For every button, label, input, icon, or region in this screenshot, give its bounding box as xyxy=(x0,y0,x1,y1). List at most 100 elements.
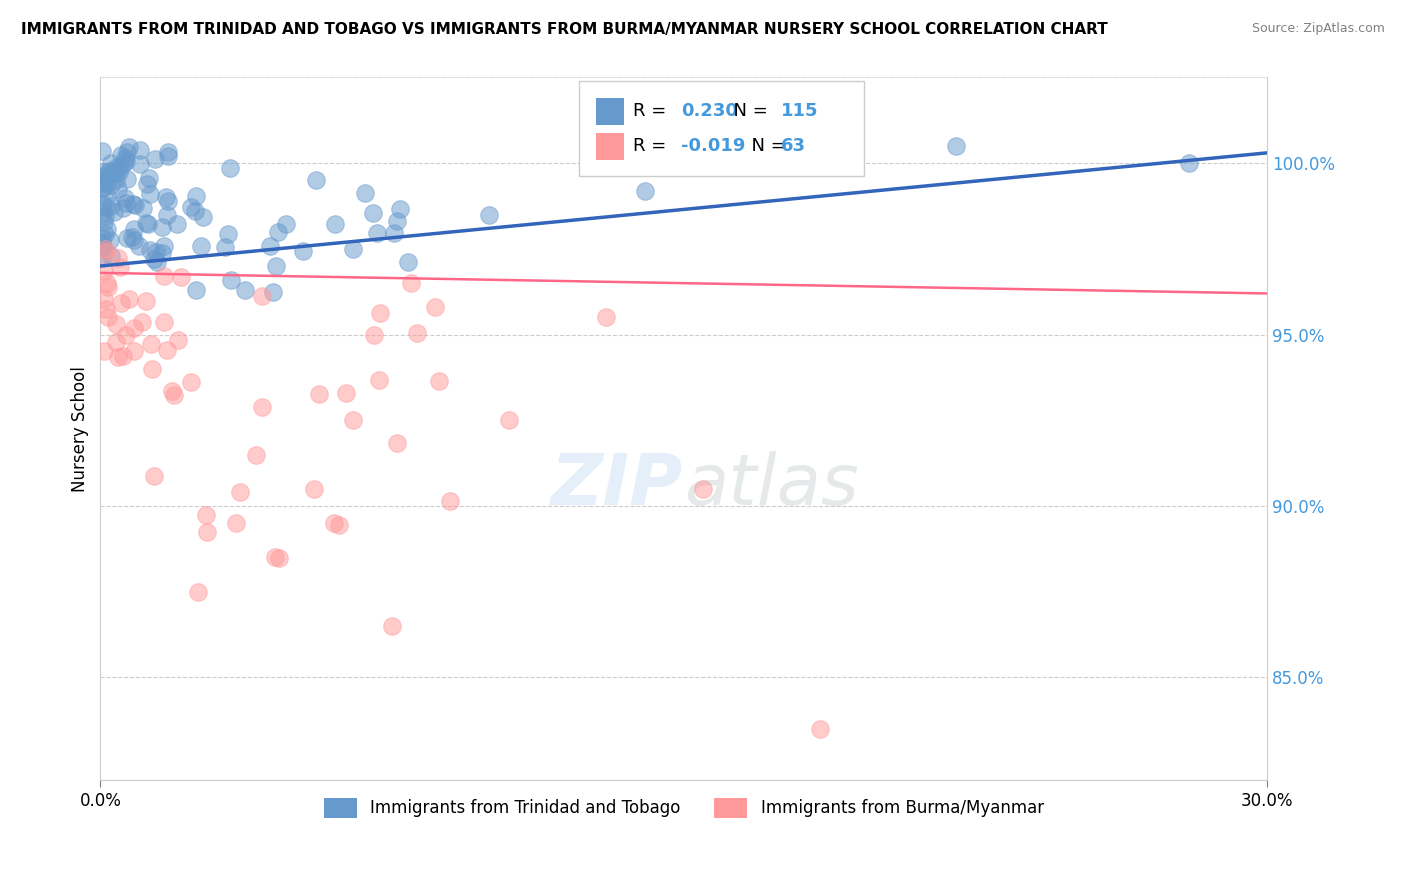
Point xyxy=(322,516,344,530)
Point xyxy=(107,182,129,196)
Point xyxy=(692,482,714,496)
Point xyxy=(184,204,207,219)
Point xyxy=(91,179,114,194)
Point xyxy=(160,384,183,399)
Point xyxy=(195,508,218,523)
Point xyxy=(115,171,138,186)
Point xyxy=(184,283,207,297)
Point xyxy=(94,302,117,317)
Point xyxy=(328,518,350,533)
Point xyxy=(150,220,173,235)
Point xyxy=(128,157,150,171)
Point xyxy=(112,201,135,215)
Point xyxy=(94,210,117,224)
Point xyxy=(94,174,117,188)
Point xyxy=(595,310,617,325)
Point xyxy=(91,182,114,196)
Point xyxy=(195,524,218,539)
Point xyxy=(163,388,186,402)
Point xyxy=(335,385,357,400)
Point xyxy=(396,254,419,268)
Point xyxy=(259,238,281,252)
Point xyxy=(131,201,153,215)
Point xyxy=(385,214,408,228)
Text: N =: N = xyxy=(723,103,773,120)
Point xyxy=(152,246,174,260)
Point xyxy=(131,315,153,329)
Point xyxy=(107,251,129,265)
Text: 0.230: 0.230 xyxy=(682,103,738,120)
Point xyxy=(91,240,114,254)
Point xyxy=(100,249,122,263)
Point xyxy=(135,294,157,309)
Point xyxy=(114,152,136,166)
Point xyxy=(190,239,212,253)
Point xyxy=(128,239,150,253)
Text: 115: 115 xyxy=(780,103,818,120)
Point xyxy=(136,177,159,191)
Point xyxy=(91,144,114,158)
Point xyxy=(128,143,150,157)
Point xyxy=(354,186,377,200)
Point xyxy=(93,227,115,241)
Point xyxy=(370,306,392,320)
Point xyxy=(103,204,125,219)
Point xyxy=(157,194,180,208)
Point xyxy=(117,145,139,159)
Point xyxy=(138,171,160,186)
Point xyxy=(94,242,117,256)
Point xyxy=(342,413,364,427)
Point xyxy=(250,401,273,415)
Point xyxy=(423,300,446,314)
FancyBboxPatch shape xyxy=(596,98,624,125)
Text: R =: R = xyxy=(634,137,672,155)
Point xyxy=(98,233,121,247)
Point xyxy=(122,233,145,247)
Point xyxy=(91,176,114,190)
Point xyxy=(122,197,145,211)
Point xyxy=(100,178,122,192)
Point xyxy=(367,373,389,387)
Point xyxy=(267,225,290,239)
Point xyxy=(170,269,193,284)
Point xyxy=(141,361,163,376)
Point xyxy=(478,208,501,222)
Point xyxy=(110,296,132,310)
Point xyxy=(91,197,114,211)
Text: -0.019: -0.019 xyxy=(682,137,745,155)
Text: atlas: atlas xyxy=(683,450,858,520)
Point xyxy=(97,163,120,178)
Point xyxy=(262,285,284,299)
Point xyxy=(218,161,240,176)
Point xyxy=(291,244,314,258)
Point xyxy=(139,186,162,201)
Point xyxy=(91,252,114,266)
Point xyxy=(105,160,128,174)
Point xyxy=(93,215,115,229)
Point xyxy=(104,334,127,349)
Point xyxy=(93,293,115,307)
Point xyxy=(117,231,139,245)
Point xyxy=(808,722,831,736)
Point xyxy=(96,189,118,203)
Point xyxy=(157,149,180,163)
Point xyxy=(439,494,461,508)
Point xyxy=(138,217,160,231)
Point xyxy=(1178,156,1201,170)
Point xyxy=(97,310,120,324)
FancyBboxPatch shape xyxy=(596,133,624,160)
Point xyxy=(108,260,131,275)
Point xyxy=(122,321,145,335)
Point xyxy=(153,315,176,329)
Point xyxy=(114,328,136,343)
Point xyxy=(156,343,179,358)
Point xyxy=(122,222,145,236)
Point xyxy=(115,154,138,169)
Point xyxy=(135,216,157,230)
Point xyxy=(305,173,328,187)
Point xyxy=(96,276,118,290)
Point xyxy=(945,139,967,153)
Point xyxy=(93,263,115,277)
Point xyxy=(101,164,124,178)
Text: 63: 63 xyxy=(780,137,806,155)
